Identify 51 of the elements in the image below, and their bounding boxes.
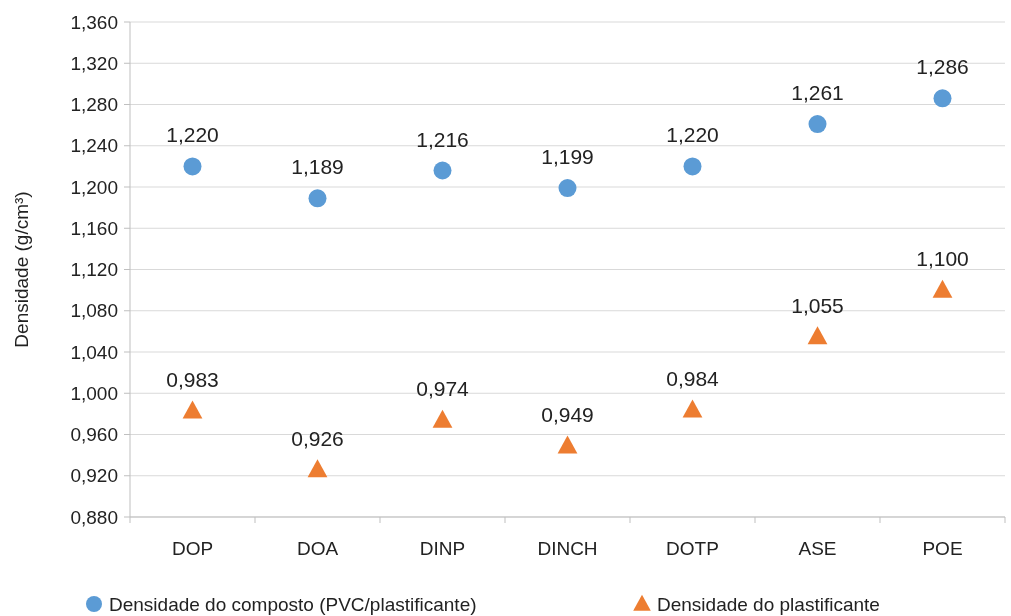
data-label: 1,220 — [666, 123, 719, 147]
point — [808, 115, 827, 134]
y-tick-label: 0,960 — [70, 424, 118, 446]
y-tick-label: 1,280 — [70, 94, 118, 116]
data-label: 0,983 — [166, 367, 219, 391]
x-tick-label: DOA — [296, 538, 339, 559]
legend-label: Densidade do plastificante — [657, 593, 880, 615]
data-label: 1,189 — [291, 155, 344, 179]
point — [557, 435, 578, 454]
y-tick-label: 1,080 — [70, 300, 118, 322]
data-label: 1,055 — [791, 293, 844, 317]
y-axis-title: Densidade (g/cm³) — [11, 191, 32, 348]
x-tick-label: POE — [922, 538, 963, 559]
y-tick-label: 1,160 — [70, 217, 118, 239]
data-label: 0,984 — [666, 366, 720, 390]
y-tick-label: 1,040 — [70, 341, 118, 363]
data-label: 1,216 — [416, 127, 469, 151]
y-tick-label: 1,360 — [70, 11, 118, 33]
x-tick-label: DINCH — [537, 538, 598, 559]
data-label: 0,949 — [541, 402, 594, 426]
point — [807, 326, 828, 345]
point — [932, 279, 953, 298]
point — [558, 179, 577, 198]
point — [183, 157, 202, 176]
x-tick-label: DOP — [171, 538, 214, 559]
data-label: 1,199 — [541, 145, 594, 169]
legend-label: Densidade do composto (PVC/plastificante) — [109, 593, 477, 615]
y-tick-label: 1,240 — [70, 135, 118, 157]
point — [682, 399, 703, 418]
point — [933, 89, 952, 108]
y-tick-label: 1,200 — [70, 176, 118, 198]
x-tick-label: DINP — [419, 538, 466, 559]
data-label: 1,261 — [791, 81, 844, 105]
y-tick-label: 0,920 — [70, 465, 118, 487]
point — [433, 161, 452, 180]
point — [308, 189, 327, 208]
y-tick-label: 1,320 — [70, 52, 118, 74]
data-label: 1,220 — [166, 123, 219, 147]
y-tick-label: 1,120 — [70, 259, 118, 281]
y-tick-label: 0,880 — [70, 506, 118, 528]
data-label: 1,100 — [916, 247, 969, 271]
x-tick-label: ASE — [798, 538, 837, 559]
point — [683, 157, 702, 176]
x-tick-label: DOTP — [666, 538, 719, 559]
data-label: 0,974 — [416, 377, 470, 401]
y-tick-label: 1,000 — [70, 382, 118, 404]
data-label: 0,926 — [291, 426, 344, 450]
point — [182, 400, 203, 419]
point — [432, 409, 453, 428]
data-label: 1,286 — [916, 55, 969, 79]
point — [307, 459, 328, 478]
